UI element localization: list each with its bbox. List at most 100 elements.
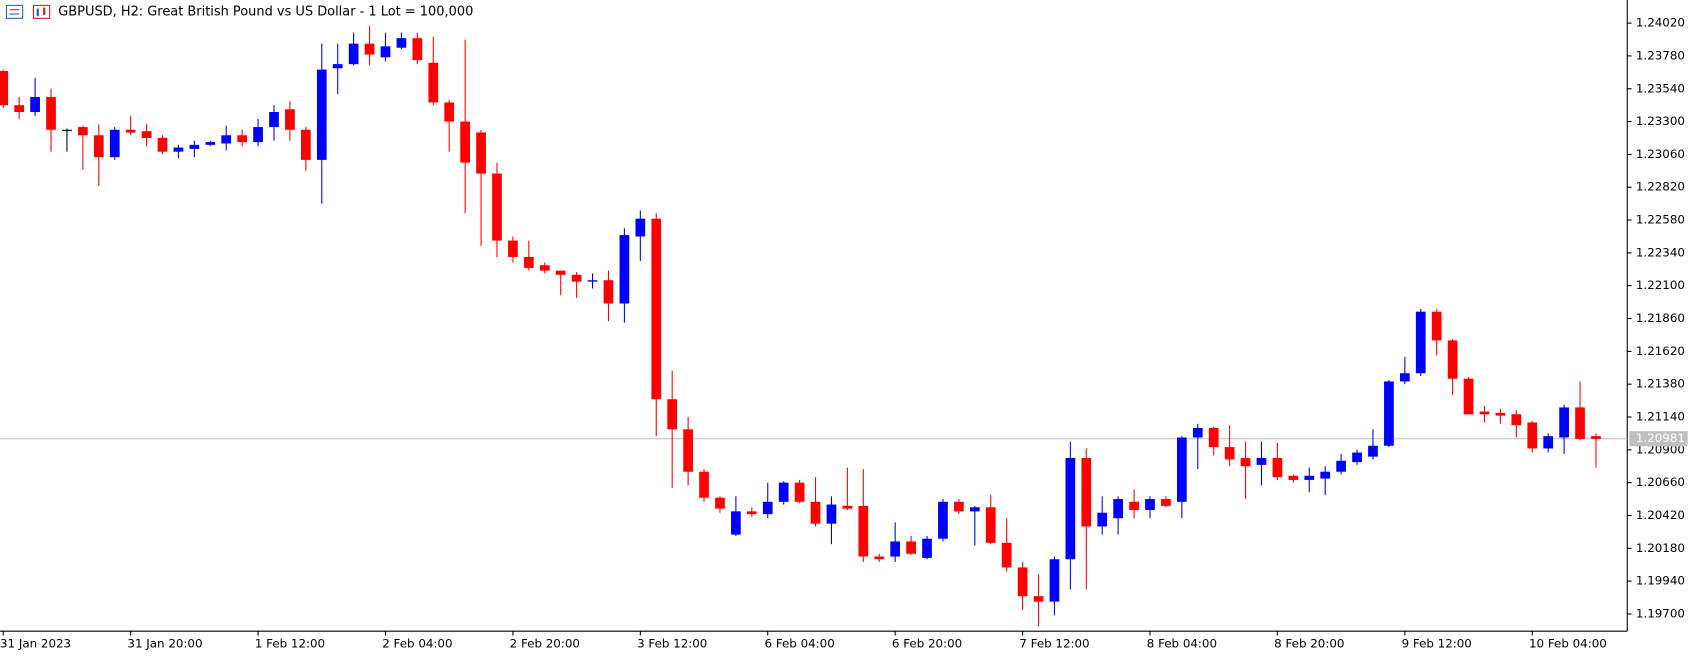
- candle-body: [539, 265, 550, 271]
- candle-body: [1097, 512, 1108, 527]
- y-tick-label: 1.22580: [1636, 213, 1685, 227]
- candle: [1511, 410, 1522, 438]
- candle: [810, 477, 821, 527]
- candle-body: [1336, 460, 1346, 472]
- candle: [922, 535, 932, 560]
- candle-body: [157, 137, 168, 152]
- candle-body: [1415, 311, 1426, 374]
- y-tick-label: 1.19940: [1636, 574, 1685, 588]
- candle-body: [651, 218, 662, 400]
- candle: [1431, 308, 1442, 356]
- candle-body: [1065, 458, 1076, 560]
- candle-body: [1161, 499, 1171, 506]
- candle-body: [667, 399, 678, 430]
- candle: [476, 129, 486, 247]
- x-tick-label: 2 Feb 04:00: [382, 637, 452, 651]
- candle-body: [1575, 407, 1585, 439]
- candle: [460, 39, 470, 214]
- candle: [1575, 381, 1585, 441]
- y-tick-label: 1.22340: [1636, 245, 1685, 259]
- candle-body: [1288, 475, 1299, 480]
- candle: [1001, 518, 1012, 572]
- candle-body: [523, 256, 534, 268]
- icon-chart: [32, 4, 51, 19]
- chart-title: GBPUSD, H2: Great British Pound vs US Do…: [58, 4, 473, 19]
- candle-body: [810, 501, 821, 524]
- candle-body: [826, 504, 837, 524]
- y-tick-label: 1.23300: [1636, 114, 1685, 128]
- candle-body: [476, 132, 486, 174]
- candle-body: [109, 129, 120, 158]
- candle: [300, 127, 311, 171]
- candle: [603, 270, 614, 322]
- candle-body: [1129, 501, 1139, 511]
- candle: [938, 499, 948, 542]
- candle: [1017, 561, 1028, 610]
- candle-body: [1145, 499, 1155, 511]
- candle-body: [1495, 412, 1506, 416]
- candle-body: [1224, 447, 1235, 460]
- candle-body: [285, 109, 295, 130]
- candle-body: [1352, 452, 1362, 463]
- candle-body: [364, 43, 375, 55]
- candle: [1479, 406, 1490, 423]
- candle: [619, 228, 630, 323]
- candle-body: [1240, 458, 1251, 467]
- candle: [1256, 441, 1267, 486]
- symbol-icons: [5, 4, 51, 19]
- candle: [253, 118, 263, 147]
- x-tick-label: 9 Feb 12:00: [1402, 637, 1472, 651]
- candle-body: [332, 64, 343, 69]
- candle: [1384, 380, 1394, 448]
- candle: [635, 210, 646, 262]
- candle-body: [842, 505, 853, 509]
- x-tick-label: 2 Feb 20:00: [510, 637, 580, 651]
- candle: [141, 124, 152, 147]
- candle-body: [125, 129, 136, 133]
- candle-body: [78, 127, 88, 136]
- candle: [667, 370, 678, 489]
- candle-body: [269, 112, 279, 128]
- candle-body: [1033, 596, 1044, 602]
- candle-body: [683, 429, 693, 472]
- candle: [62, 128, 72, 152]
- candle-body: [1479, 411, 1490, 415]
- candle: [1543, 433, 1554, 453]
- candle: [396, 32, 407, 50]
- candle-body: [237, 135, 248, 143]
- candle-body: [746, 511, 757, 515]
- candle-body: [428, 62, 439, 103]
- candle-body: [1081, 458, 1092, 527]
- candle-body: [300, 129, 311, 160]
- candle-body: [954, 501, 964, 512]
- candle: [237, 129, 248, 147]
- candle: [523, 240, 534, 271]
- y-tick-label: 1.24020: [1636, 16, 1685, 30]
- candle-body: [906, 541, 916, 554]
- candle: [1224, 425, 1235, 467]
- candle: [699, 468, 709, 502]
- candle: [1304, 467, 1315, 493]
- candle: [826, 496, 837, 545]
- candle: [316, 43, 327, 204]
- candle: [173, 144, 184, 159]
- candle: [1192, 423, 1203, 469]
- x-tick-label: 3 Feb 12:00: [637, 637, 707, 651]
- candle-body: [221, 135, 232, 144]
- candle-body: [253, 127, 263, 143]
- y-tick-label: 1.21380: [1636, 377, 1685, 391]
- y-tick-label: 1.21140: [1636, 410, 1685, 424]
- current-price-box: [1629, 431, 1688, 447]
- candle-body: [1543, 436, 1554, 449]
- x-tick-label: 7 Feb 12:00: [1019, 637, 1089, 651]
- candle: [30, 77, 40, 117]
- candle: [285, 101, 295, 141]
- candle: [189, 140, 200, 158]
- candle: [1352, 449, 1362, 465]
- candle-body: [0, 70, 9, 106]
- candle: [1591, 433, 1601, 468]
- candle-body: [316, 69, 327, 160]
- x-tick-label: 6 Feb 20:00: [892, 637, 962, 651]
